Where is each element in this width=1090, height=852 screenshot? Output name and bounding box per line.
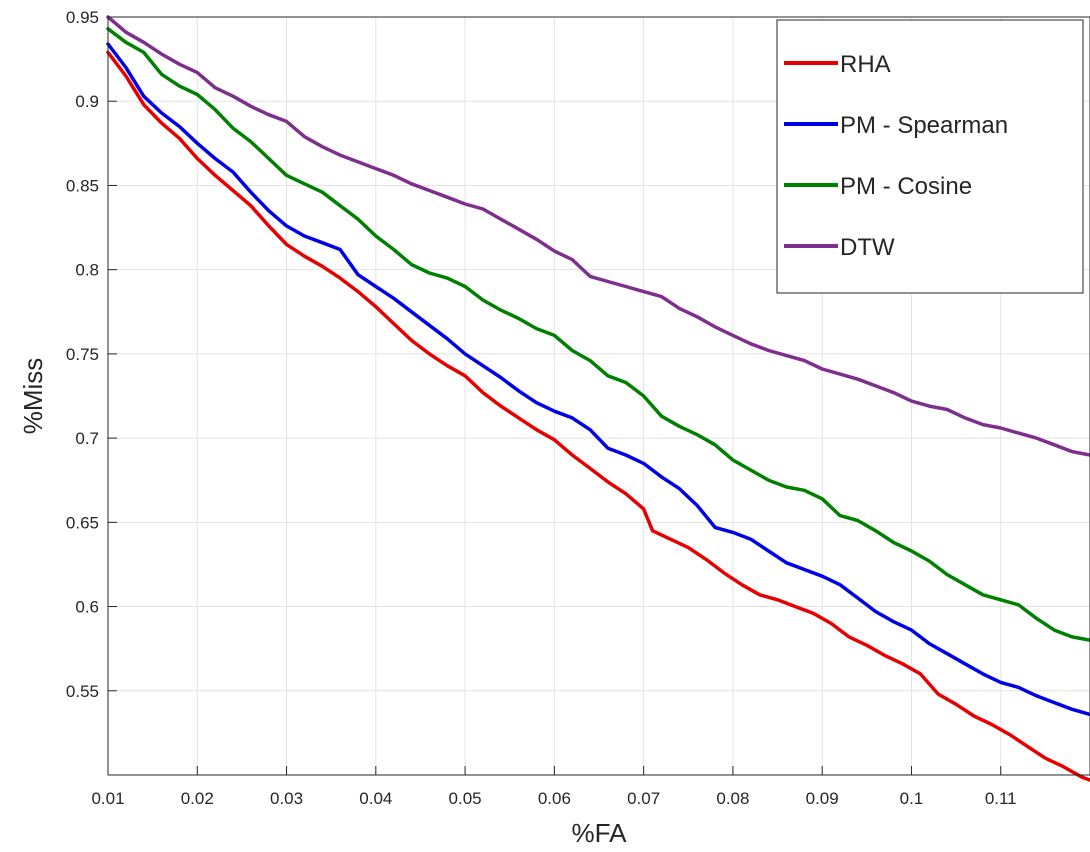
legend: RHA PM - Spearman PM - Cosine DTW — [776, 19, 1084, 294]
legend-label-dtw: DTW — [840, 234, 895, 261]
x-axis-label: %FA — [572, 818, 628, 848]
series-line-pm-cosine — [106, 27, 1090, 642]
y-tick-label: 0.65 — [66, 513, 99, 532]
x-tick-label: 0.1 — [900, 789, 924, 808]
x-tick-label: 0.04 — [359, 789, 392, 808]
series-lines — [106, 15, 1090, 782]
legend-label-pm-spearman: PM - Spearman — [840, 112, 1008, 139]
x-tick-label: 0.02 — [181, 789, 214, 808]
y-tick-label: 0.75 — [66, 345, 99, 364]
x-tick-labels: 0.01 0.02 0.03 0.04 0.05 0.06 0.07 0.08 0.09 0.1 0… — [91, 789, 1016, 808]
axis-ticks — [107, 16, 1002, 775]
x-tick-label: 0.11 — [985, 789, 1017, 808]
x-tick-label: 0.06 — [538, 789, 571, 808]
x-tick-label: 0.01 — [91, 789, 124, 808]
legend-label-rha: RHA — [840, 51, 891, 78]
y-tick-labels: 0.55 0.6 0.65 0.7 0.75 0.8 0.85 0.9 0.95 — [66, 8, 99, 701]
y-tick-label: 0.6 — [75, 598, 99, 617]
series-line-pm-spearman — [106, 42, 1090, 717]
y-tick-label: 0.7 — [75, 429, 99, 448]
x-tick-label: 0.03 — [270, 789, 303, 808]
x-tick-label: 0.08 — [716, 789, 749, 808]
plot-frame — [107, 16, 1090, 776]
x-tick-label: 0.05 — [449, 789, 482, 808]
y-tick-label: 0.85 — [66, 176, 99, 195]
y-tick-label: 0.8 — [75, 261, 99, 280]
series-line-rha — [106, 50, 1090, 782]
legend-box — [776, 19, 1084, 294]
legend-label-pm-cosine: PM - Cosine — [840, 173, 972, 200]
y-tick-label: 0.9 — [75, 92, 99, 111]
y-tick-label: 0.55 — [66, 682, 99, 701]
x-tick-label: 0.09 — [806, 789, 839, 808]
y-axis-label: %Miss — [18, 358, 48, 435]
x-tick-label: 0.07 — [627, 789, 660, 808]
series-line-dtw — [106, 15, 1090, 457]
y-tick-label: 0.95 — [66, 8, 99, 27]
